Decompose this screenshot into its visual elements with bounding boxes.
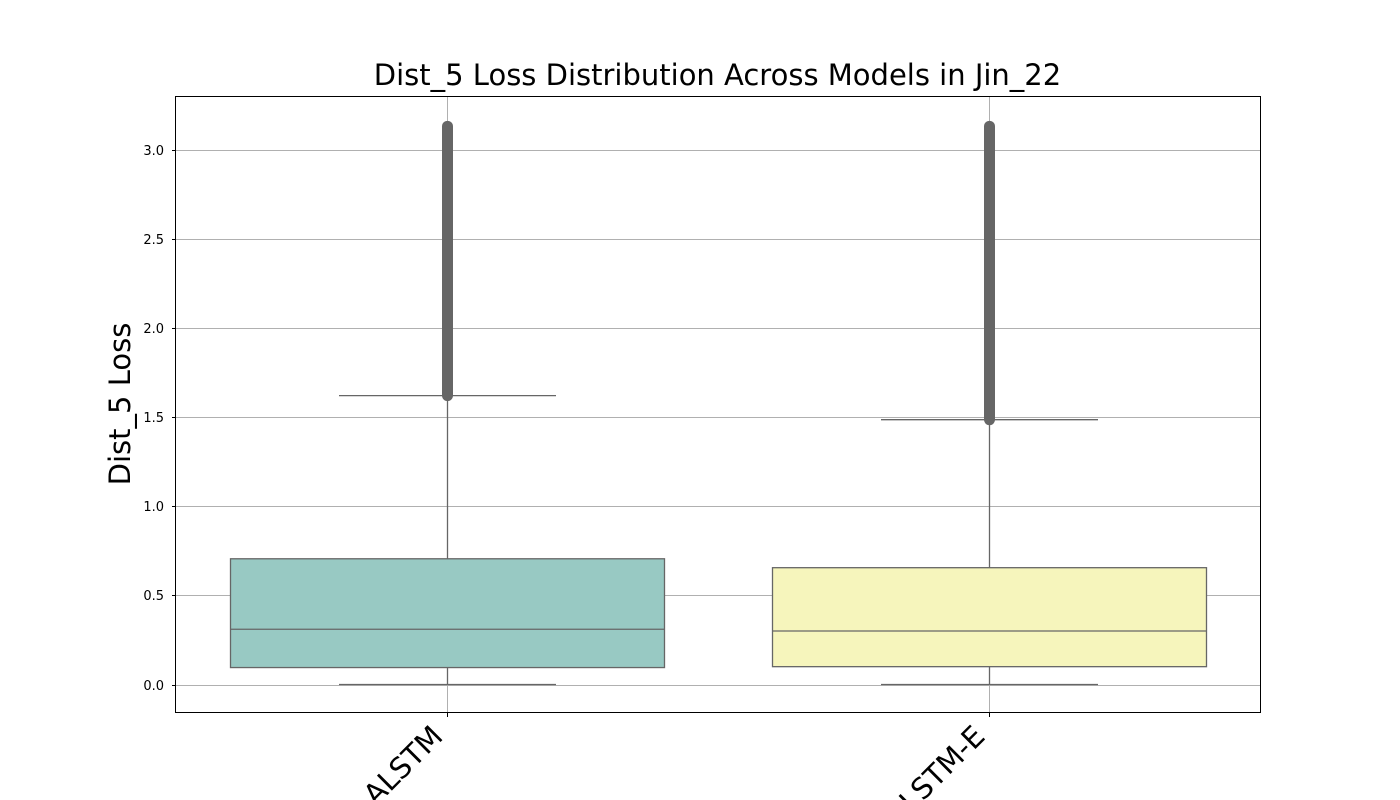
plot-frame — [175, 96, 1261, 713]
box-layer — [229, 120, 1208, 686]
y-tick-label: 1.5 — [143, 411, 164, 426]
y-tick-label: 3.0 — [143, 144, 164, 159]
x-tick-label: ALSTM-E — [878, 719, 991, 800]
y-tick-label: 0.5 — [143, 589, 164, 604]
y-tick-label: 2.5 — [143, 233, 164, 248]
x-ticks: ALSTM ALSTM-E — [357, 712, 991, 800]
y-tick-label: 2.0 — [143, 322, 164, 337]
x-tick-label: ALSTM — [357, 719, 450, 800]
chart-title: Dist_5 Loss Distribution Across Models i… — [373, 58, 1062, 92]
box-iqr — [771, 567, 1208, 668]
y-ticks: 0.0 0.5 1.0 1.5 2.0 2.5 3.0 — [143, 144, 176, 694]
y-tick-label: 0.0 — [143, 679, 164, 694]
box-group — [771, 120, 1208, 686]
box-group — [229, 120, 666, 686]
box-iqr — [229, 558, 666, 669]
y-tick-label: 1.0 — [143, 500, 164, 515]
